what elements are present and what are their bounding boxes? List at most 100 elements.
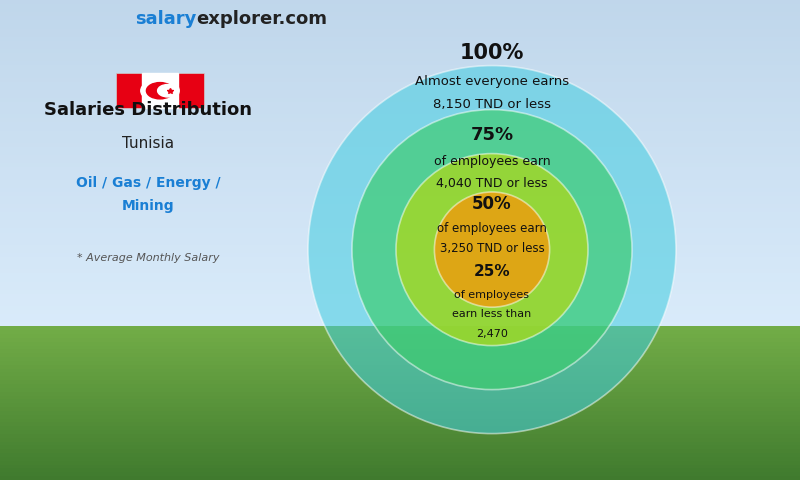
- Bar: [0, 73, 800, 77]
- Bar: [0, 376, 800, 380]
- Bar: [0, 208, 800, 212]
- Bar: [0, 8, 800, 12]
- Bar: [0, 419, 800, 422]
- Bar: [0, 163, 800, 168]
- Bar: [0, 253, 800, 257]
- Bar: [0, 82, 800, 85]
- Bar: [0, 102, 800, 106]
- Bar: [0, 449, 800, 453]
- Bar: [0, 403, 800, 407]
- Bar: [0, 257, 800, 261]
- Bar: [0, 273, 800, 277]
- Bar: [0, 196, 800, 200]
- Bar: [0, 134, 800, 139]
- Bar: [0, 122, 800, 126]
- Bar: [0, 241, 800, 245]
- Bar: [0, 171, 800, 175]
- Bar: [0, 357, 800, 361]
- Bar: [0, 0, 800, 4]
- Bar: [0, 281, 800, 286]
- Bar: [0, 318, 800, 323]
- Bar: [0, 147, 800, 151]
- Bar: [0, 442, 800, 445]
- Bar: [0, 110, 800, 114]
- Bar: [0, 407, 800, 411]
- Bar: [0, 168, 800, 171]
- Ellipse shape: [434, 192, 550, 307]
- Bar: [0, 33, 800, 37]
- Bar: [0, 16, 800, 20]
- Circle shape: [158, 84, 178, 97]
- Bar: [0, 330, 800, 334]
- Text: 75%: 75%: [470, 126, 514, 144]
- Bar: [0, 261, 800, 265]
- Bar: [0, 289, 800, 294]
- Bar: [0, 20, 800, 24]
- Bar: [0, 41, 800, 45]
- Bar: [0, 334, 800, 338]
- Bar: [0, 24, 800, 28]
- Bar: [0, 346, 800, 349]
- Bar: [0, 61, 800, 65]
- Bar: [0, 277, 800, 281]
- Circle shape: [141, 79, 179, 102]
- Bar: [0, 434, 800, 438]
- Bar: [0, 349, 800, 353]
- Bar: [0, 184, 800, 188]
- Circle shape: [146, 83, 174, 99]
- Bar: [0, 159, 800, 163]
- Bar: [0, 249, 800, 253]
- Bar: [0, 286, 800, 289]
- Bar: [0, 372, 800, 376]
- Bar: [0, 438, 800, 442]
- Bar: [0, 380, 800, 384]
- Bar: [0, 353, 800, 357]
- Bar: [0, 127, 800, 131]
- Text: 3,250 TND or less: 3,250 TND or less: [440, 242, 544, 255]
- Bar: [0, 461, 800, 465]
- Bar: [0, 65, 800, 70]
- Ellipse shape: [396, 154, 588, 346]
- Text: Almost everyone earns: Almost everyone earns: [415, 75, 569, 88]
- Bar: [0, 298, 800, 302]
- Text: 8,150 TND or less: 8,150 TND or less: [433, 98, 551, 111]
- Bar: [0, 118, 800, 122]
- Bar: [0, 77, 800, 82]
- Bar: [0, 200, 800, 204]
- Text: 25%: 25%: [474, 264, 510, 279]
- Bar: [0, 342, 800, 346]
- Bar: [0, 28, 800, 33]
- Bar: [0, 326, 800, 330]
- Bar: [0, 310, 800, 314]
- Bar: [0, 453, 800, 457]
- Text: of employees: of employees: [454, 290, 530, 300]
- Bar: [0, 155, 800, 159]
- Text: of employees earn: of employees earn: [434, 155, 550, 168]
- Bar: [0, 411, 800, 415]
- Bar: [0, 94, 800, 98]
- Bar: [0, 212, 800, 216]
- Bar: [0, 4, 800, 8]
- Bar: [0, 314, 800, 318]
- Bar: [0, 361, 800, 365]
- Bar: [0, 269, 800, 274]
- Bar: [0, 426, 800, 430]
- Bar: [0, 180, 800, 183]
- Bar: [0, 472, 800, 476]
- Bar: [0, 151, 800, 155]
- Text: 100%: 100%: [460, 43, 524, 63]
- Text: 4,040 TND or less: 4,040 TND or less: [436, 177, 548, 190]
- Bar: [0, 476, 800, 480]
- Text: earn less than: earn less than: [452, 310, 532, 319]
- Ellipse shape: [352, 109, 632, 390]
- Bar: [0, 384, 800, 388]
- Text: salary: salary: [134, 10, 196, 28]
- Bar: [0, 86, 800, 90]
- Bar: [0, 399, 800, 403]
- Bar: [0, 294, 800, 298]
- Bar: [0, 457, 800, 461]
- Text: Tunisia: Tunisia: [122, 136, 174, 152]
- Bar: [0, 233, 800, 237]
- Bar: [142, 73, 178, 108]
- Bar: [0, 228, 800, 232]
